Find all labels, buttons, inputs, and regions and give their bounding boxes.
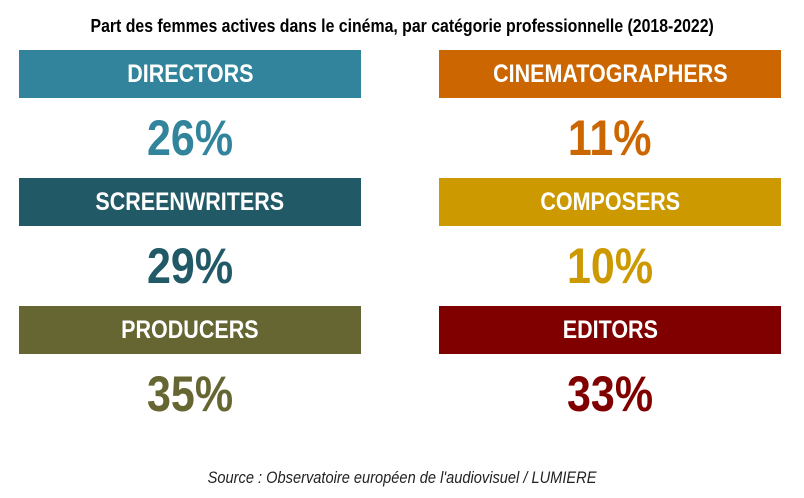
chart-title: Part des femmes actives dans le cinéma, … [90,16,714,36]
category-header: CINEMATOGRAPHERS [439,50,781,98]
category-header: PRODUCERS [19,306,361,354]
category-header: COMPOSERS [439,178,781,226]
value-label: 33% [566,366,654,422]
category-label: COMPOSERS [540,187,680,216]
category-card-editors: EDITORS 33% [439,306,781,424]
category-card-composers: COMPOSERS 10% [439,178,781,296]
category-value: 10% [439,236,781,296]
category-label: PRODUCERS [121,315,259,344]
value-label: 35% [146,366,234,422]
value-label: 29% [146,238,234,294]
category-value: 11% [439,108,781,168]
category-label: DIRECTORS [126,59,254,88]
category-label: CINEMATOGRAPHERS [492,59,728,88]
category-card-producers: PRODUCERS 35% [19,306,361,424]
category-value: 35% [19,364,361,424]
value-label: 26% [146,110,234,166]
category-card-screenwriters: SCREENWRITERS 29% [19,178,361,296]
category-value: 33% [439,364,781,424]
category-label: EDITORS [562,315,658,344]
category-label: SCREENWRITERS [95,187,285,216]
value-label: 10% [566,238,654,294]
source-note: Source : Observatoire européen de l'audi… [207,468,597,487]
category-card-cinematographers: CINEMATOGRAPHERS 11% [439,50,781,168]
category-card-directors: DIRECTORS 26% [19,50,361,168]
category-header: EDITORS [439,306,781,354]
category-value: 26% [19,108,361,168]
category-header: DIRECTORS [19,50,361,98]
category-header: SCREENWRITERS [19,178,361,226]
category-value: 29% [19,236,361,296]
value-label: 11% [568,110,652,166]
